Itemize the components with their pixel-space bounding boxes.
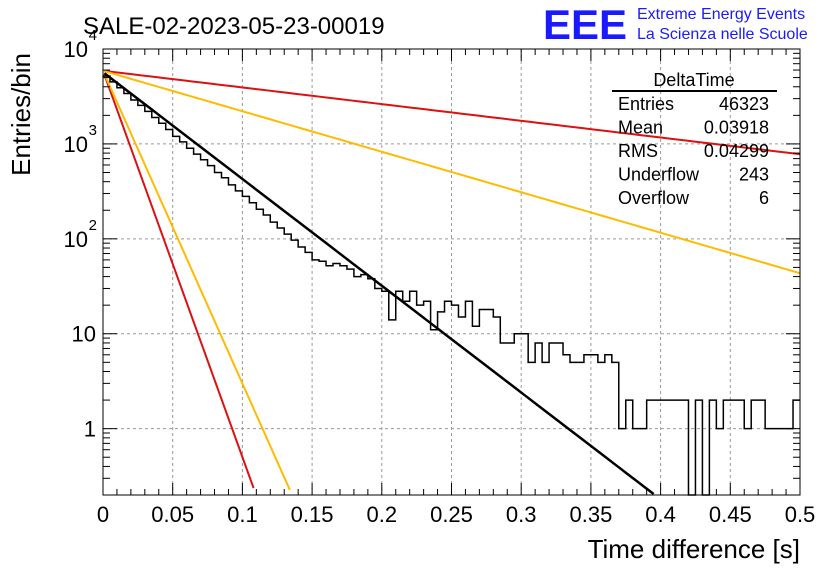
x-tick-label: 0.15 (291, 502, 334, 527)
reference-curves (103, 69, 801, 491)
reference-curve-2 (104, 70, 801, 275)
stats-row-value: 243 (739, 165, 769, 185)
x-tick-label: 0.5 (785, 502, 816, 527)
eee-logo-line1: Extreme Energy Events (637, 6, 805, 23)
x-tick-label: 0.2 (367, 502, 398, 527)
y-tick-label: 10 (64, 37, 88, 62)
axis-ticks (102, 48, 801, 496)
fit-curve (103, 72, 655, 495)
eee-logo: EEE Extreme Energy Events La Scienza nel… (543, 1, 808, 48)
y-tick-label: 1 (84, 417, 96, 442)
x-tick-label: 0.45 (709, 502, 752, 527)
reference-curve-1 (104, 69, 801, 156)
eee-logo-mark: EEE (543, 1, 627, 48)
y-tick-label: 10 (64, 132, 88, 157)
stats-row-value: 6 (759, 188, 769, 208)
histogram-steps (102, 75, 800, 496)
exponential-fit-line (103, 72, 655, 495)
stats-row-value: 0.04299 (704, 141, 769, 161)
stats-row-value: 46323 (719, 94, 769, 114)
y-axis-label: Entries/bin (6, 53, 36, 176)
eee-logo-line2: La Scienza nelle Scuole (637, 26, 808, 43)
chart-title: SALE-02-2023-05-23-00019 (83, 13, 385, 40)
x-tick-label: 0.35 (569, 502, 612, 527)
x-tick-label: 0.25 (430, 502, 473, 527)
x-tick-label: 0.4 (645, 502, 676, 527)
y-tick-label-exponent: 2 (89, 217, 97, 234)
y-tick-label-exponent: 4 (89, 27, 97, 44)
stats-row-label: Overflow (618, 188, 690, 208)
stats-title: DeltaTime (653, 70, 734, 90)
x-axis-label: Time difference [s] (588, 534, 800, 564)
stats-box: DeltaTime Entries 46323 Mean 0.03918 RMS 0.04… (612, 70, 777, 208)
stats-row-label: Entries (618, 94, 674, 114)
stats-row-label: RMS (618, 141, 658, 161)
x-tick-label: 0.3 (506, 502, 537, 527)
y-tick-label-exponent: 3 (89, 122, 97, 139)
x-tick-label: 0 (97, 502, 109, 527)
stats-row-label: Underflow (618, 165, 700, 185)
y-tick-label: 10 (72, 322, 96, 347)
stats-row-label: Mean (618, 118, 663, 138)
x-tick-labels: 0 0.05 0.1 0.15 0.2 0.25 0.3 0.35 0.4 0.45 0.5 (97, 502, 815, 527)
grid-lines (103, 49, 800, 495)
stats-row-value: 0.03918 (704, 118, 769, 138)
reference-curve-3 (103, 74, 255, 489)
x-tick-label: 0.05 (151, 502, 194, 527)
x-tick-label: 0.1 (227, 502, 258, 527)
reference-curve-4 (103, 73, 291, 491)
y-tick-label: 10 (64, 227, 88, 252)
histogram (102, 75, 800, 496)
